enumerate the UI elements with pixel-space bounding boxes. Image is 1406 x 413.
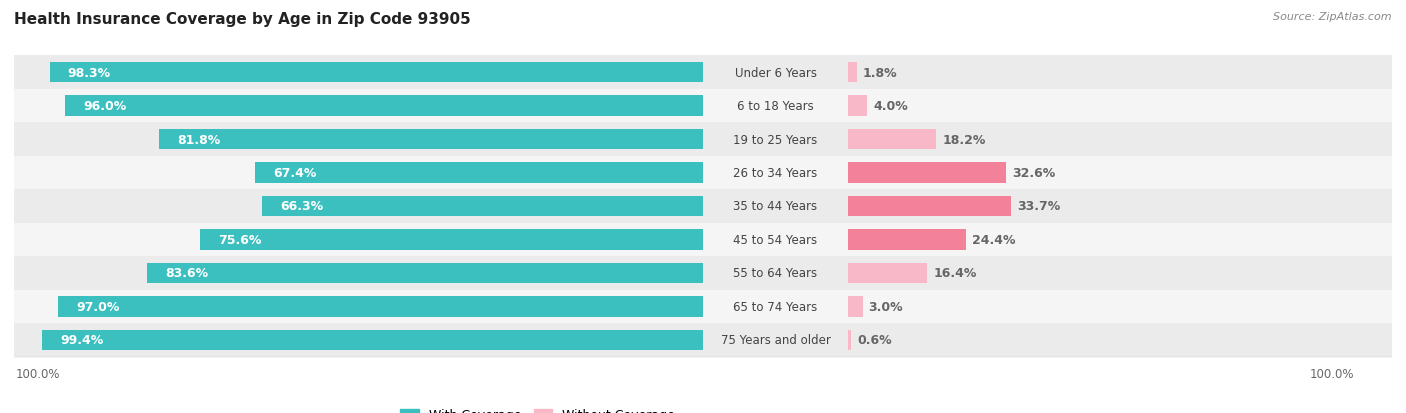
Bar (65, 96, 703, 117)
Text: Source: ZipAtlas.com: Source: ZipAtlas.com (1274, 12, 1392, 22)
Text: 3.0%: 3.0% (869, 300, 903, 313)
Text: 18.2%: 18.2% (942, 133, 986, 146)
Text: 35 to 44 Years: 35 to 44 Years (734, 200, 817, 213)
Bar (263, 196, 703, 217)
Text: 67.4%: 67.4% (273, 166, 316, 180)
Bar (848, 96, 868, 117)
Text: 96.0%: 96.0% (83, 100, 127, 113)
Text: 65 to 74 Years: 65 to 74 Years (734, 300, 818, 313)
Text: 33.7%: 33.7% (1017, 200, 1060, 213)
Text: 24.4%: 24.4% (972, 233, 1015, 247)
Bar (14, 190, 1392, 223)
Bar (148, 263, 703, 284)
Bar (14, 256, 1392, 290)
Bar (14, 323, 1392, 357)
Text: 6 to 18 Years: 6 to 18 Years (737, 100, 814, 113)
Text: 81.8%: 81.8% (177, 133, 221, 146)
Text: 0.6%: 0.6% (858, 334, 891, 347)
Legend: With Coverage, Without Coverage: With Coverage, Without Coverage (395, 404, 681, 413)
Text: 99.4%: 99.4% (60, 334, 104, 347)
Bar (848, 129, 936, 150)
Bar (49, 63, 703, 83)
Text: Under 6 Years: Under 6 Years (734, 66, 817, 79)
Text: 98.3%: 98.3% (67, 66, 111, 79)
Text: 32.6%: 32.6% (1012, 166, 1054, 180)
Text: Health Insurance Coverage by Age in Zip Code 93905: Health Insurance Coverage by Age in Zip … (14, 12, 471, 27)
Bar (14, 56, 1392, 90)
Bar (14, 290, 1392, 323)
Text: 26 to 34 Years: 26 to 34 Years (734, 166, 818, 180)
Bar (58, 296, 703, 317)
Bar (159, 129, 703, 150)
Bar (201, 230, 703, 250)
Bar (254, 163, 703, 183)
Text: 75.6%: 75.6% (218, 233, 262, 247)
Text: 45 to 54 Years: 45 to 54 Years (734, 233, 817, 247)
Text: 97.0%: 97.0% (76, 300, 120, 313)
Bar (42, 330, 703, 350)
Text: 1.8%: 1.8% (863, 66, 897, 79)
Bar (848, 230, 966, 250)
Bar (14, 90, 1392, 123)
Bar (848, 296, 862, 317)
Bar (848, 63, 856, 83)
Text: 75 Years and older: 75 Years and older (721, 334, 831, 347)
Text: 4.0%: 4.0% (873, 100, 908, 113)
Bar (848, 330, 851, 350)
Text: 16.4%: 16.4% (934, 267, 977, 280)
Bar (14, 123, 1392, 157)
Bar (848, 163, 1005, 183)
Bar (14, 157, 1392, 190)
Bar (848, 263, 928, 284)
Text: 83.6%: 83.6% (166, 267, 208, 280)
Bar (14, 223, 1392, 256)
Text: 19 to 25 Years: 19 to 25 Years (734, 133, 818, 146)
Bar (848, 196, 1011, 217)
Text: 55 to 64 Years: 55 to 64 Years (734, 267, 817, 280)
Text: 66.3%: 66.3% (280, 200, 323, 213)
